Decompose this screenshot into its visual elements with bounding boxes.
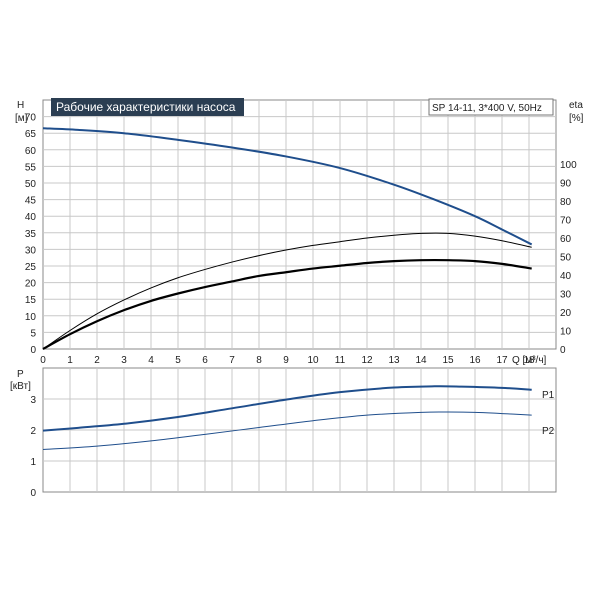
eta-tick-label: 80 (560, 197, 572, 208)
eta-tick-label: 70 (560, 216, 572, 227)
x-tick-label: 10 (307, 355, 319, 366)
h-tick-label: 15 (25, 295, 37, 306)
y-axis-label-p: P (17, 369, 24, 380)
p2-curve-line (42, 411, 532, 451)
upper-grid (42, 99, 557, 350)
model-label: SP 14-11, 3*400 V, 50Hz (432, 103, 542, 114)
lower-series (42, 385, 532, 451)
x-tick-label: 6 (202, 355, 208, 366)
x-tick-label: 12 (361, 355, 373, 366)
model-box (428, 98, 554, 116)
h-tick-label: 0 (30, 345, 36, 356)
x-tick-label: 9 (283, 355, 289, 366)
h-tick-label: 10 (25, 312, 37, 323)
x-tick-label: 11 (335, 355, 346, 366)
h-tick-label: 50 (25, 179, 37, 190)
upper-series (42, 127, 533, 350)
p-tick-label: 0 (30, 488, 36, 499)
p1-curve-line (42, 385, 532, 432)
eta-tick-label: 100 (560, 160, 577, 171)
eta-tick-label: 90 (560, 179, 572, 190)
upper-tick-labels: 0 1 2 3 4 5 6 7 8 9 10 11 12 13 14 15 16 17 18051015202530… (25, 113, 577, 366)
eta-tick-label: 30 (560, 290, 572, 301)
h-tick-label: 25 (25, 262, 37, 273)
h-tick-label: 20 (25, 279, 37, 290)
x-tick-label: 16 (469, 355, 481, 366)
eta-tick-label: 60 (560, 234, 572, 245)
x-tick-label: 8 (256, 355, 262, 366)
eta-tick-label: 0 (560, 345, 566, 356)
eta-pump-curve-line (42, 232, 532, 350)
p-tick-label: 2 (30, 426, 36, 437)
title-box (51, 98, 244, 116)
x-tick-label: 17 (496, 355, 508, 366)
h-tick-label: 30 (25, 245, 37, 256)
h-curve-line (42, 127, 533, 246)
y2-axis-unit-eta: [%] (569, 113, 584, 124)
eta-tick-label: 50 (560, 253, 572, 264)
p-tick-label: 1 (30, 457, 36, 468)
legend-p1: P1 (542, 390, 555, 401)
legend-p2: P2 (542, 426, 555, 437)
h-tick-label: 40 (25, 212, 37, 223)
y2-axis-label-eta: eta (569, 100, 583, 111)
h-tick-label: 55 (25, 162, 37, 173)
x-tick-label: 3 (121, 355, 127, 366)
x-tick-label: 18 (523, 355, 535, 366)
y-axis-unit-p: [кВт] (10, 381, 31, 392)
lower-tick-labels: 0 1 2 3 (30, 395, 36, 499)
x-tick-label: 14 (415, 355, 427, 366)
y-axis-unit-h: [м] (15, 113, 28, 124)
h-tick-label: 45 (25, 196, 37, 207)
upper-frame (42, 99, 557, 350)
x-tick-label: 15 (442, 355, 454, 366)
x-tick-label: 2 (94, 355, 100, 366)
x-tick-label: 0 (40, 355, 46, 366)
x-tick-label: 4 (148, 355, 154, 366)
y-axis-label-h: H (17, 100, 24, 111)
h-tick-label: 35 (25, 229, 37, 240)
x-tick-label: 1 (67, 355, 73, 366)
h-tick-label: 5 (30, 328, 36, 339)
eta-tick-label: 40 (560, 271, 572, 282)
h-tick-label: 60 (25, 146, 37, 157)
eta-tick-label: 20 (560, 308, 572, 319)
h-tick-label: 70 (25, 113, 37, 124)
x-tick-label: 5 (175, 355, 181, 366)
x-axis-label-q: Q [м³/ч] (512, 355, 547, 366)
x-tick-label: 13 (388, 355, 400, 366)
h-tick-label: 65 (25, 129, 37, 140)
chart-title: Рабочие характеристики насоса (56, 100, 236, 114)
eta-tick-label: 10 (560, 327, 572, 338)
p-tick-label: 3 (30, 395, 36, 406)
x-tick-label: 7 (229, 355, 235, 366)
eta-total-curve-line (42, 258, 532, 350)
